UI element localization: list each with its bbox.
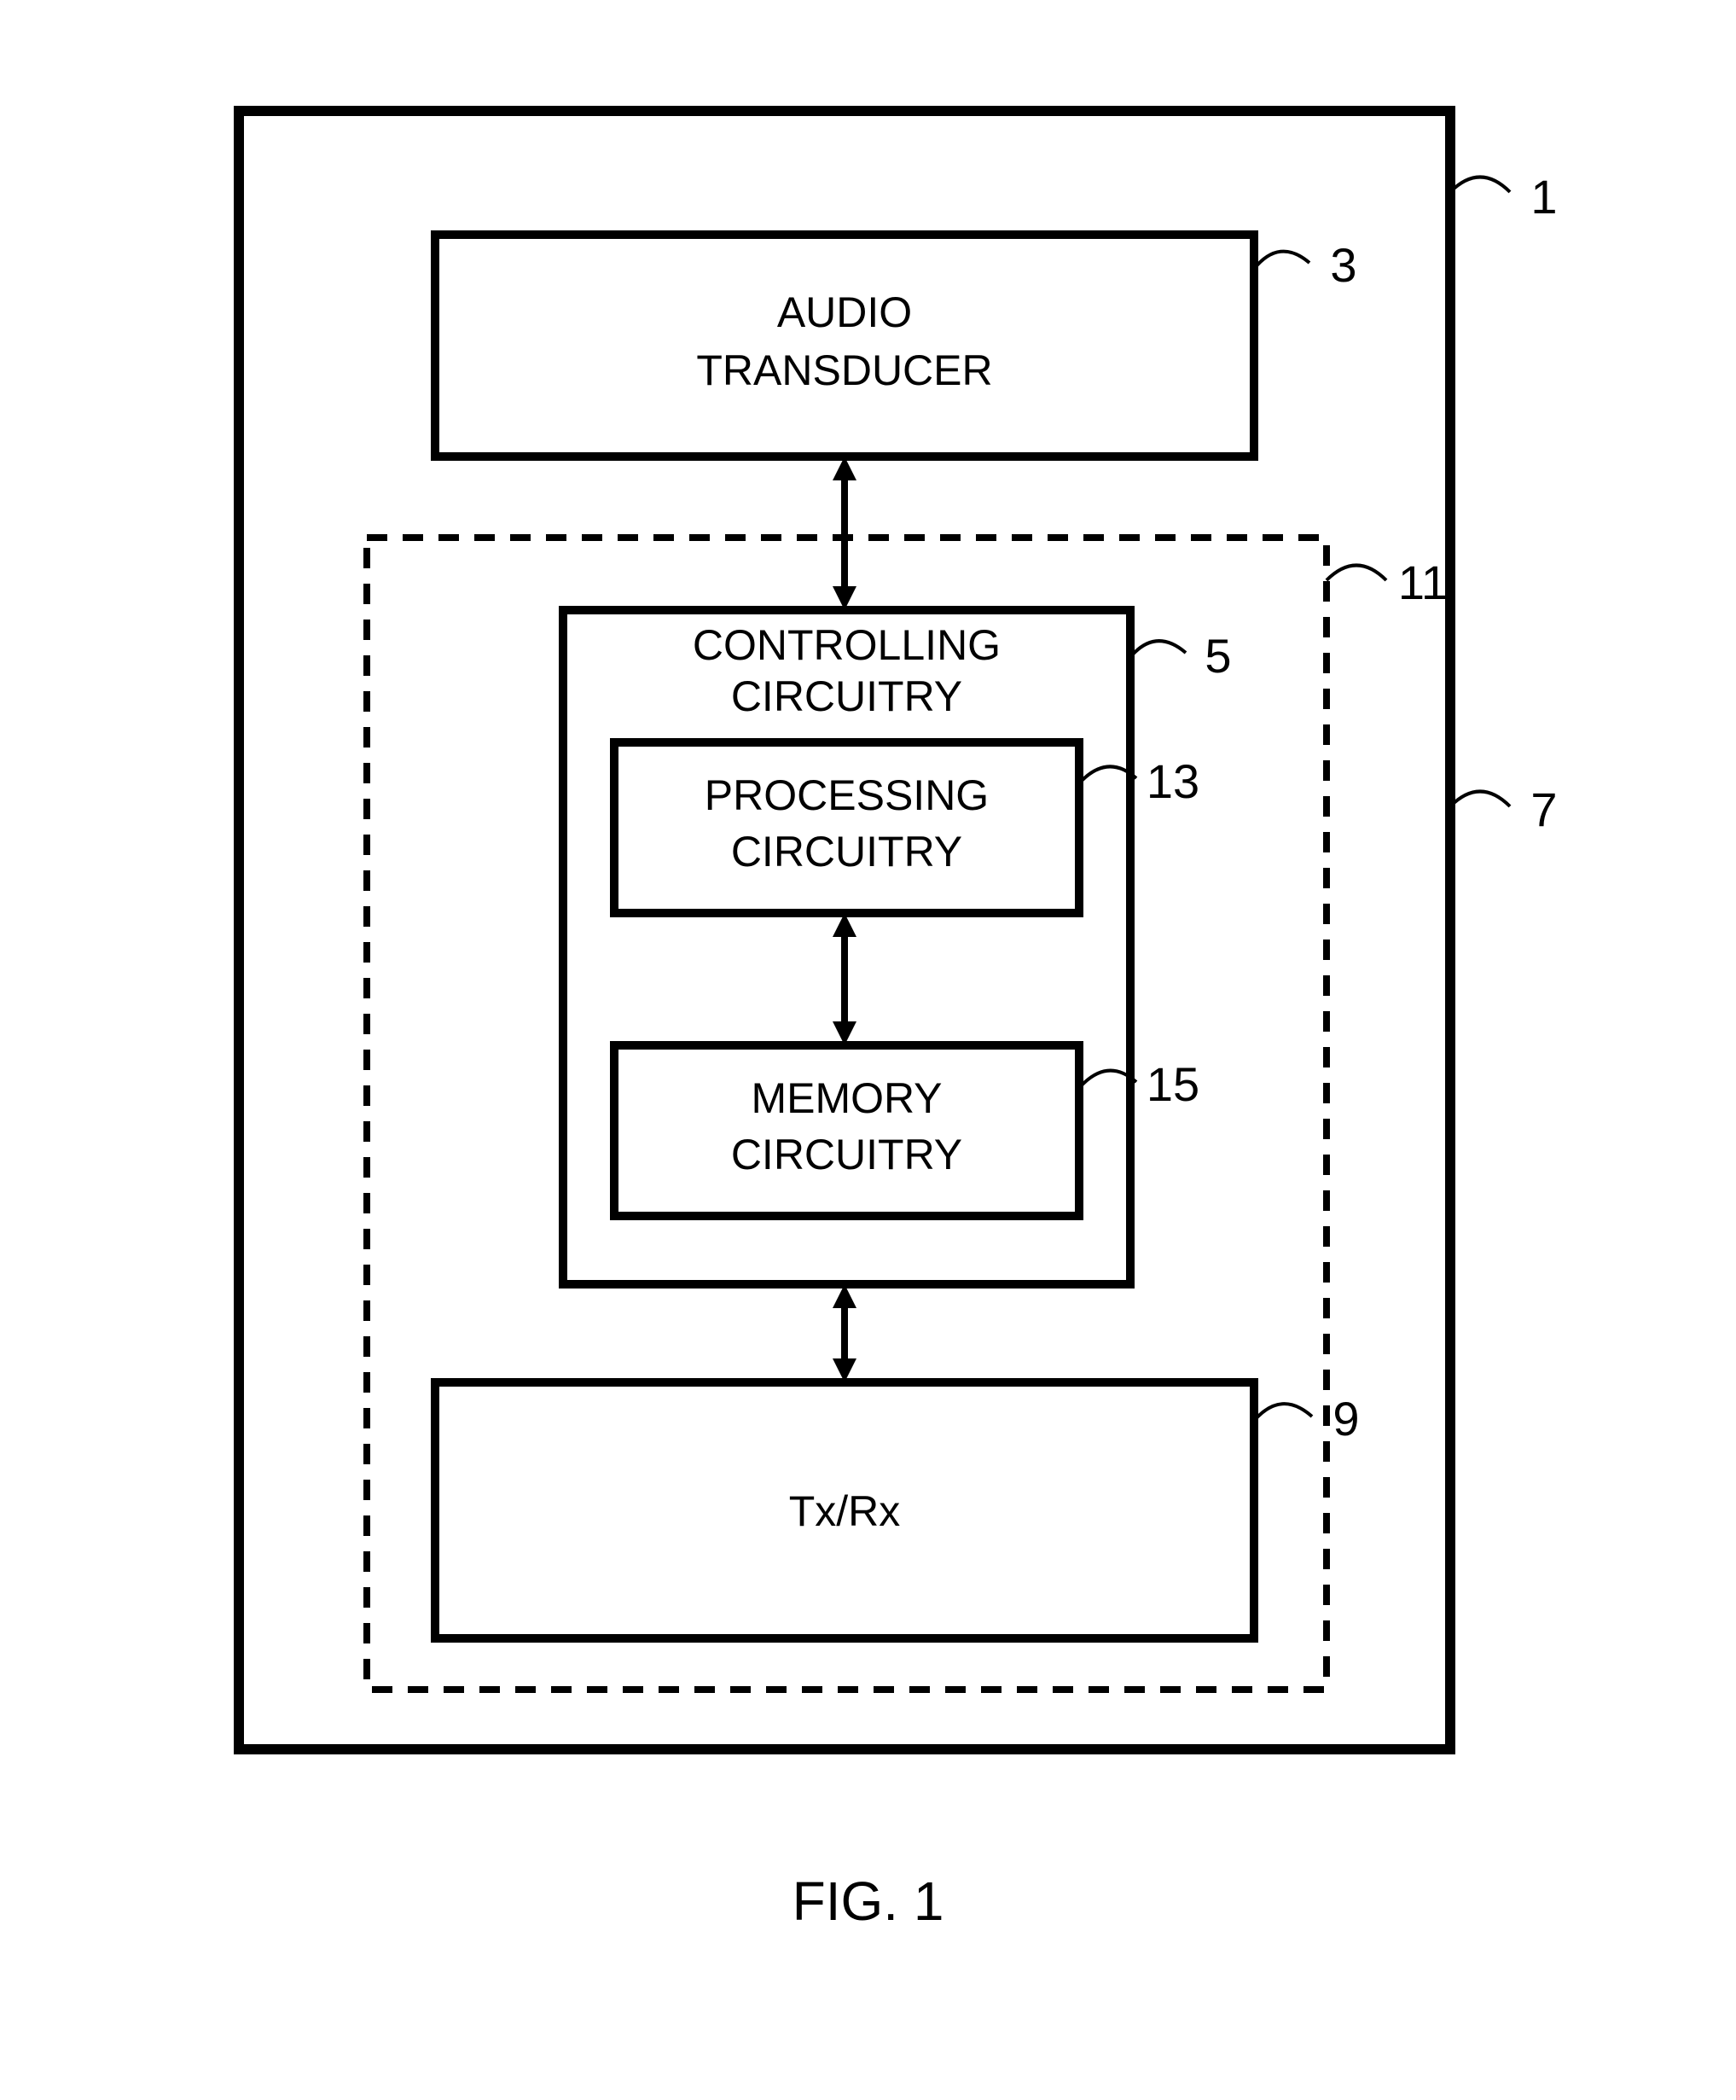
processing-label-1: PROCESSING — [705, 771, 989, 819]
audio-transducer-block: AUDIO TRANSDUCER — [435, 235, 1254, 457]
processing-label-2: CIRCUITRY — [731, 828, 962, 875]
controlling-label-2: CIRCUITRY — [731, 672, 962, 720]
txrx-label: Tx/Rx — [789, 1487, 901, 1535]
module-ref: 11 — [1398, 556, 1448, 609]
device-ref: 1 — [1530, 170, 1557, 224]
block-diagram: AUDIO TRANSDUCER CONTROLLING CIRCUITRY P… — [0, 0, 1736, 2100]
assembly-leader — [1450, 792, 1510, 807]
audio-transducer-label-2: TRANSDUCER — [696, 346, 992, 394]
txrx-block: Tx/Rx — [435, 1382, 1254, 1638]
audio-transducer-label-1: AUDIO — [777, 288, 912, 336]
memory-label-1: MEMORY — [751, 1074, 942, 1122]
memory-label-2: CIRCUITRY — [731, 1131, 962, 1178]
audio-transducer-ref: 3 — [1330, 238, 1356, 292]
memory-circuitry-block: MEMORY CIRCUITRY — [614, 1045, 1079, 1216]
assembly-ref: 7 — [1530, 782, 1557, 836]
txrx-ref: 9 — [1332, 1392, 1359, 1446]
processing-ref: 13 — [1147, 754, 1199, 808]
device-leader — [1450, 177, 1510, 193]
memory-ref: 15 — [1147, 1057, 1199, 1111]
controlling-label-1: CONTROLLING — [693, 621, 1001, 669]
figure-caption: FIG. 1 — [793, 1870, 944, 1932]
controlling-ref: 5 — [1205, 629, 1231, 683]
processing-circuitry-block: PROCESSING CIRCUITRY — [614, 742, 1079, 913]
